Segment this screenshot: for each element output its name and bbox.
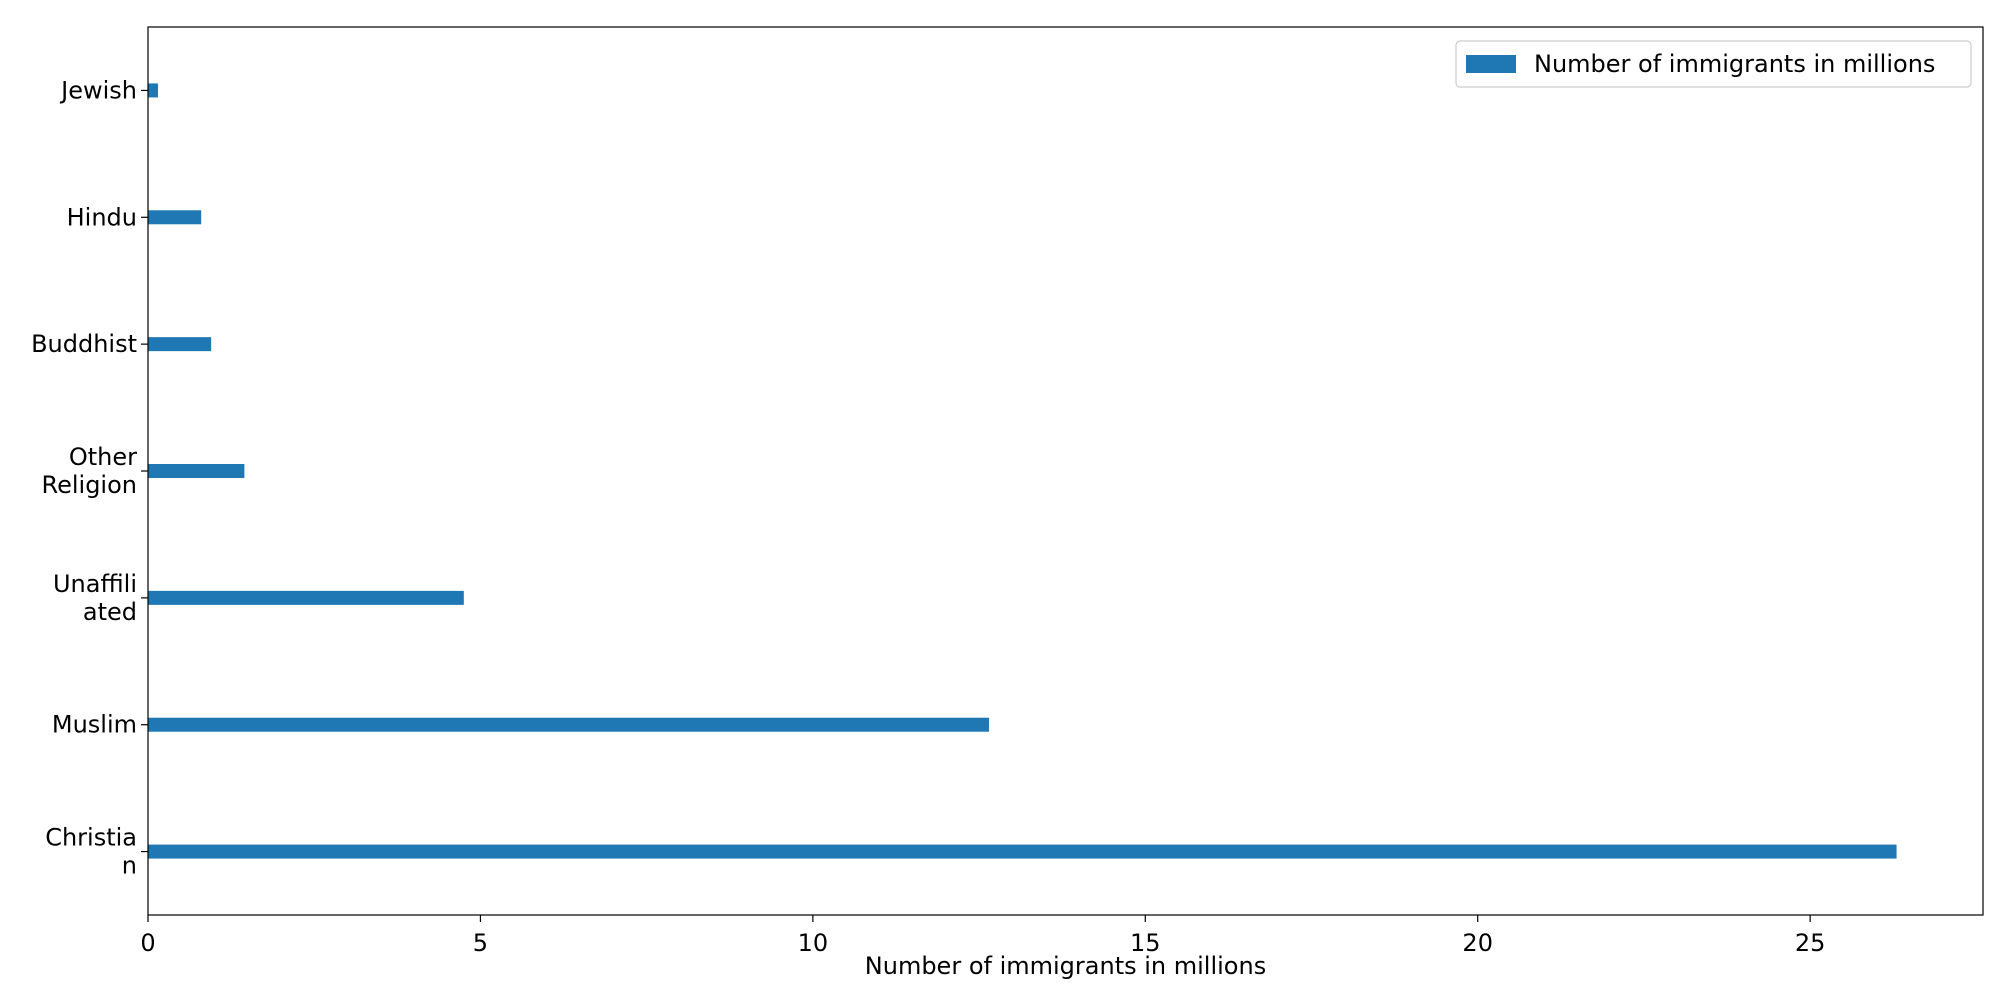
y-tick-label: Jewish: [59, 76, 137, 104]
x-tick-label: 15: [1130, 929, 1161, 957]
y-tick-label: Muslim: [52, 711, 137, 739]
x-tick-label: 0: [140, 929, 155, 957]
bar-otherreligion: [148, 464, 245, 478]
bar-jewish: [148, 83, 158, 98]
bar-unaffiliated: [148, 590, 464, 605]
x-tick-label: 10: [798, 929, 829, 957]
legend-swatch: [1466, 55, 1516, 73]
y-tick-label: Hindu: [67, 203, 137, 231]
y-tick-label: Unaffili ated: [53, 570, 137, 626]
x-axis-label: Number of immigrants in millions: [865, 952, 1266, 980]
bars-layer: [148, 83, 1897, 859]
bar-buddhist: [148, 337, 212, 352]
bar-muslim: [148, 717, 990, 732]
y-tick-label: Christia n: [45, 824, 137, 880]
x-tick-label: 20: [1462, 929, 1493, 957]
x-tick-label: 5: [473, 929, 488, 957]
plot-frame: [147, 26, 1984, 916]
x-tick-label: 25: [1795, 929, 1826, 957]
legend-label: Number of immigrants in millions: [1534, 50, 1935, 78]
y-tick-label: Other Religion: [42, 443, 138, 499]
legend-box: [1455, 40, 1972, 88]
legend: Number of immigrants in millions: [1455, 40, 1972, 88]
bar-christian: [148, 844, 1897, 859]
y-tick-label: Buddhist: [31, 330, 137, 358]
bar-hindu: [148, 210, 202, 225]
axes-layer: 0 5 10 15 20 25 Christia n Muslim Unaffili ated Oth…: [31, 26, 1984, 980]
